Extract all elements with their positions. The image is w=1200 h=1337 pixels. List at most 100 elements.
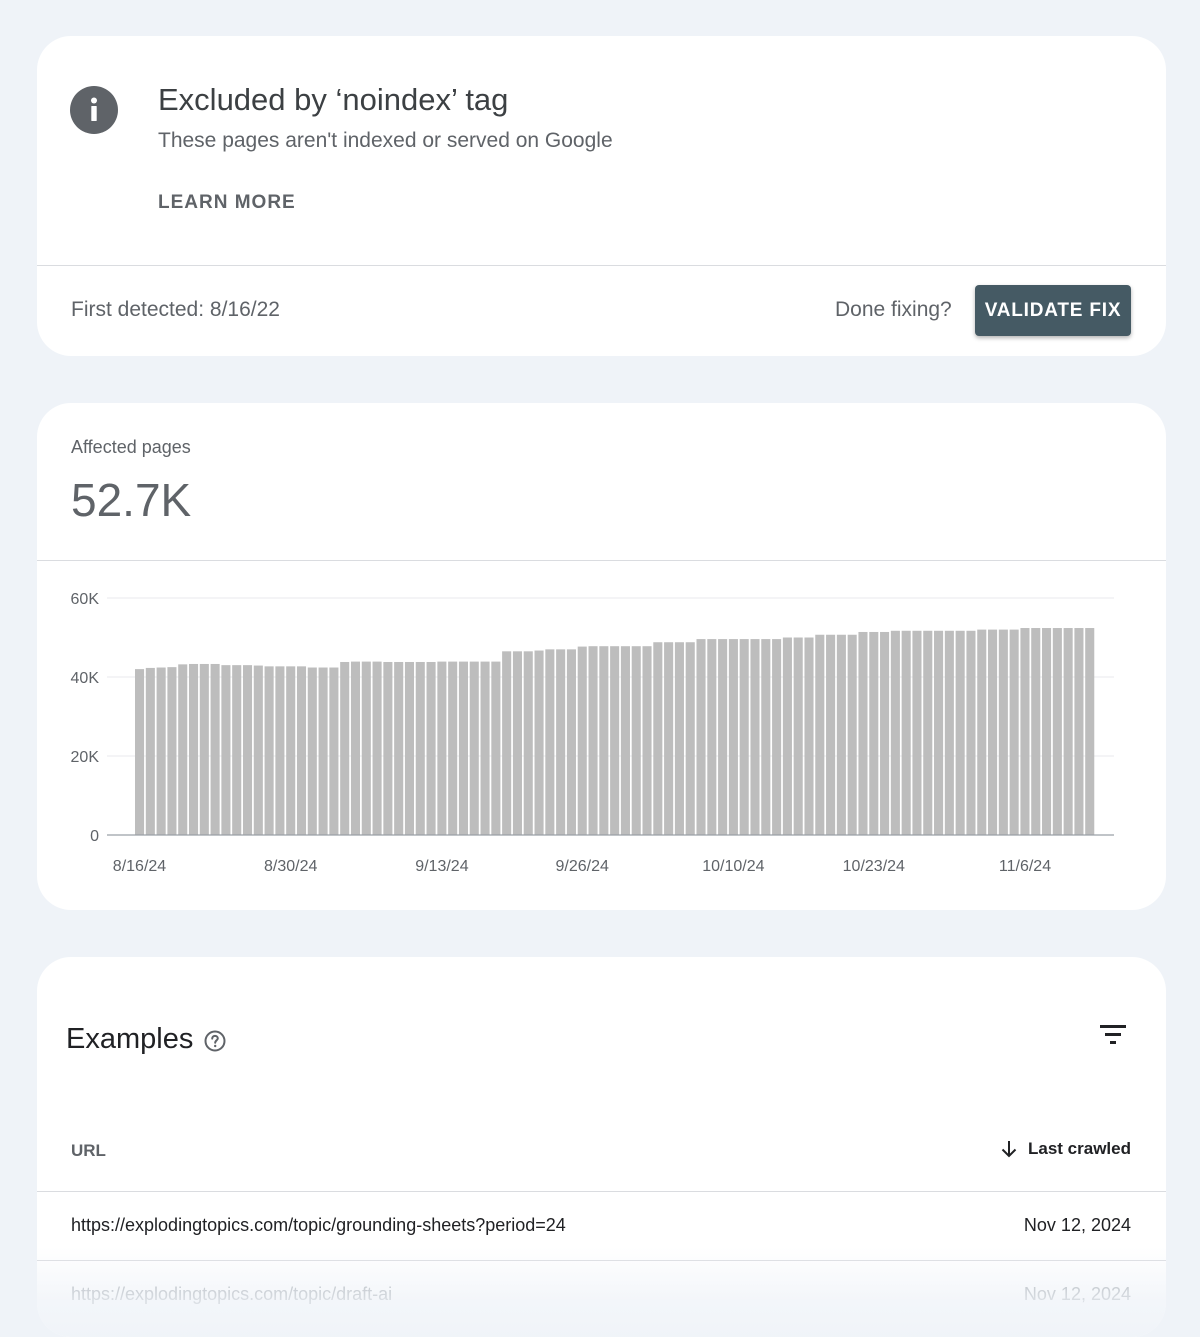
chart-bar[interactable]	[491, 661, 501, 835]
chart-bar[interactable]	[361, 661, 371, 835]
chart-bar[interactable]	[1085, 628, 1095, 835]
column-header-last-crawled[interactable]: Last crawled	[1000, 1139, 1131, 1159]
chart-bar[interactable]	[890, 630, 900, 835]
chart-bar[interactable]	[1063, 628, 1073, 835]
chart-bar[interactable]	[469, 661, 479, 835]
chart-bar[interactable]	[577, 646, 587, 835]
chart-bar[interactable]	[696, 639, 706, 835]
chart-bar[interactable]	[1052, 628, 1062, 835]
chart-bar[interactable]	[793, 637, 803, 836]
chart-bar[interactable]	[566, 649, 576, 835]
chart-bar[interactable]	[458, 661, 468, 835]
chart-bar[interactable]	[804, 637, 814, 836]
chart-bar[interactable]	[210, 663, 220, 835]
chart-bar[interactable]	[145, 667, 155, 835]
chart-bar[interactable]	[242, 665, 253, 835]
chart-bar[interactable]	[221, 665, 231, 835]
chart-bar[interactable]	[772, 639, 782, 835]
chart-bar[interactable]	[556, 649, 566, 835]
chart-bar[interactable]	[944, 630, 954, 835]
chart-bar[interactable]	[340, 661, 350, 835]
chart-bar[interactable]	[502, 651, 512, 835]
chart-bar[interactable]	[448, 661, 458, 835]
chart-bar[interactable]	[858, 631, 868, 835]
chart-bar[interactable]	[653, 642, 663, 835]
chart-bar[interactable]	[826, 634, 836, 835]
chart-bar[interactable]	[620, 646, 630, 835]
chart-bar[interactable]	[998, 629, 1008, 835]
help-icon[interactable]	[203, 1029, 227, 1053]
chart-bar[interactable]	[977, 629, 987, 835]
chart-bar[interactable]	[599, 646, 609, 835]
chart-bar[interactable]	[307, 667, 317, 835]
chart-bar[interactable]	[750, 639, 760, 835]
chart-bar[interactable]	[329, 667, 339, 835]
chart-bar[interactable]	[480, 661, 490, 835]
chart-bar[interactable]	[188, 663, 199, 835]
chart-bar[interactable]	[847, 634, 857, 835]
chart-bar[interactable]	[135, 669, 145, 835]
chart-bar[interactable]	[253, 665, 263, 835]
chart-bar[interactable]	[286, 666, 296, 835]
chart-bar[interactable]	[955, 630, 965, 835]
chart-bar[interactable]	[707, 639, 717, 835]
chart-bar[interactable]	[167, 667, 177, 836]
chart-bar[interactable]	[685, 642, 695, 835]
chart-bar[interactable]	[264, 666, 274, 835]
chart-bar[interactable]	[718, 639, 728, 835]
chart-bar[interactable]	[642, 646, 652, 835]
chart-bar[interactable]	[1031, 628, 1041, 835]
chart-bar[interactable]	[523, 651, 533, 835]
chart-bar[interactable]	[383, 661, 393, 835]
chart-bar[interactable]	[588, 646, 598, 835]
chart-bar[interactable]	[178, 664, 188, 835]
chart-bar[interactable]	[512, 651, 522, 835]
chart-bar[interactable]	[1020, 628, 1030, 835]
chart-bar[interactable]	[761, 639, 771, 835]
chart-bar[interactable]	[869, 631, 879, 835]
chart-bar[interactable]	[901, 630, 911, 835]
chart-bar[interactable]	[415, 661, 425, 835]
chart-bar[interactable]	[934, 630, 944, 835]
affected-pages-chart: 0 20K 40K 60K 8/16/24 8/30/24 9/13/24 9/26/24 10…	[71, 591, 1114, 875]
chart-bar[interactable]	[739, 639, 749, 835]
chart-bar[interactable]	[199, 663, 209, 835]
examples-title: Examples	[66, 1023, 194, 1055]
chart-bar[interactable]	[880, 631, 890, 835]
validate-fix-button[interactable]: VALIDATE FIX	[975, 285, 1131, 336]
chart-bar[interactable]	[1042, 628, 1052, 835]
chart-bar[interactable]	[1009, 629, 1019, 835]
chart-bar[interactable]	[631, 646, 641, 835]
chart-bar[interactable]	[394, 661, 404, 835]
filter-icon[interactable]	[1098, 1020, 1128, 1050]
learn-more-link[interactable]: LEARN MORE	[158, 192, 296, 213]
chart-bar[interactable]	[545, 649, 555, 835]
chart-bar[interactable]	[728, 639, 738, 835]
chart-bar[interactable]	[437, 661, 447, 835]
chart-bar[interactable]	[1074, 628, 1084, 835]
chart-bar[interactable]	[912, 630, 922, 835]
chart-bar[interactable]	[610, 646, 620, 835]
chart-bar[interactable]	[232, 665, 242, 835]
chart-bar[interactable]	[426, 661, 436, 835]
chart-bar[interactable]	[350, 661, 361, 835]
chart-bar[interactable]	[404, 661, 415, 835]
chart-bar[interactable]	[534, 650, 544, 835]
chart-bar[interactable]	[275, 666, 285, 835]
table-row[interactable]: https://explodingtopics.com/topic/draft-…	[37, 1261, 1166, 1329]
chart-bar[interactable]	[836, 634, 846, 835]
chart-bar[interactable]	[372, 661, 382, 835]
chart-bar[interactable]	[988, 629, 998, 835]
chart-bar[interactable]	[966, 630, 976, 835]
chart-bar[interactable]	[664, 642, 674, 835]
chart-bar[interactable]	[782, 637, 792, 836]
first-detected-text: First detected: 8/16/22	[71, 298, 280, 321]
chart-bar[interactable]	[815, 634, 825, 835]
chart-bar[interactable]	[296, 666, 307, 835]
chart-bar[interactable]	[674, 642, 684, 835]
chart-bar[interactable]	[923, 630, 933, 835]
chart-bar[interactable]	[156, 667, 166, 835]
table-row[interactable]: https://explodingtopics.com/topic/ground…	[37, 1192, 1166, 1260]
chart-bar[interactable]	[318, 667, 328, 835]
issue-card: Excluded by ‘noindex’ tag These pages ar…	[37, 36, 1166, 356]
